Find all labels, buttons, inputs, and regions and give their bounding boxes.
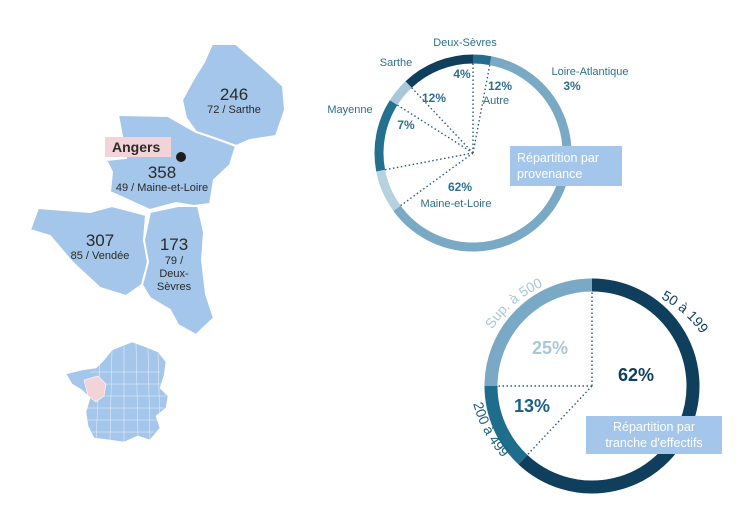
city-label-box	[105, 137, 171, 157]
sarthe-label: 72 / Sarthe	[207, 104, 261, 116]
deux-sevres-label-1: 79 /	[165, 255, 184, 267]
vendee-label: 85 / Vendée	[71, 250, 130, 262]
label-deux-sevres: Deux-Sèvres	[433, 37, 497, 49]
deux-sevres-label-3: Sèvres	[157, 281, 192, 293]
slice-loire-atlantique	[472, 54, 492, 66]
sarthe-value: 246	[220, 85, 248, 104]
slice-deux-s-vres	[389, 81, 412, 106]
provenance-spokes	[384, 63, 491, 207]
slice-maine-et-loire	[393, 56, 572, 252]
slice-sup-500	[484, 278, 593, 387]
pct-mayenne: 7%	[397, 118, 415, 132]
department-deux-sevres	[140, 205, 216, 337]
provenance-title-box	[510, 146, 622, 186]
effectifs-title-2: tranche d'effectifs	[605, 436, 702, 450]
mel-value: 358	[148, 163, 176, 182]
pct-maine-et-loire: 62%	[448, 180, 472, 194]
label-sarthe: Sarthe	[380, 57, 412, 69]
pct-200-499: 13%	[514, 396, 550, 416]
france-outline	[65, 341, 169, 443]
pct-deux-sevres: 4%	[453, 67, 471, 81]
slice-divider	[411, 87, 474, 154]
label-maine-et-loire: Maine-et-Loire	[421, 198, 492, 210]
pct-autre: 12%	[488, 79, 512, 93]
slice-divider	[397, 104, 474, 154]
effectifs-chart: 50 à 199 Sup. à 500 200 à 499 62% 25% 13…	[470, 274, 722, 494]
slice-200-499	[484, 385, 528, 465]
provenance-title-2: provenance	[517, 167, 582, 181]
pct-sup-500: 25%	[532, 338, 568, 358]
slice-divider	[400, 152, 474, 207]
provenance-title-1: Répartition par	[517, 151, 599, 165]
slice-divider	[472, 64, 491, 154]
provenance-arcs	[374, 54, 572, 252]
france-map	[65, 341, 169, 443]
provenance-chart: Deux-Sèvres Loire-Atlantique Sarthe Maye…	[327, 37, 629, 252]
vendee-value: 307	[86, 231, 114, 250]
deux-sevres-value: 173	[160, 235, 188, 254]
slice-divider	[384, 152, 474, 171]
city-marker	[176, 152, 186, 162]
pct-sarthe: 12%	[422, 91, 446, 105]
slice-mayenne	[376, 169, 401, 211]
city-label: Angers	[112, 139, 160, 155]
label-loire-atlantique: Loire-Atlantique	[551, 66, 628, 78]
effectifs-title-1: Répartition par	[613, 420, 695, 434]
label-mayenne: Mayenne	[327, 104, 372, 116]
mel-label: 49 / Maine-et-Loire	[116, 182, 208, 194]
pct-loire-atlantique: 3%	[563, 79, 581, 93]
deux-sevres-label-2: Deux-	[159, 268, 189, 280]
slice-sarthe	[374, 100, 398, 172]
slice-autre	[405, 54, 474, 88]
label-autre: Autre	[483, 95, 509, 107]
pct-50-199: 62%	[618, 365, 654, 385]
pays-de-la-loire-highlight	[83, 375, 107, 403]
slice-50-199	[518, 278, 700, 494]
effectifs-title-box	[586, 416, 722, 454]
